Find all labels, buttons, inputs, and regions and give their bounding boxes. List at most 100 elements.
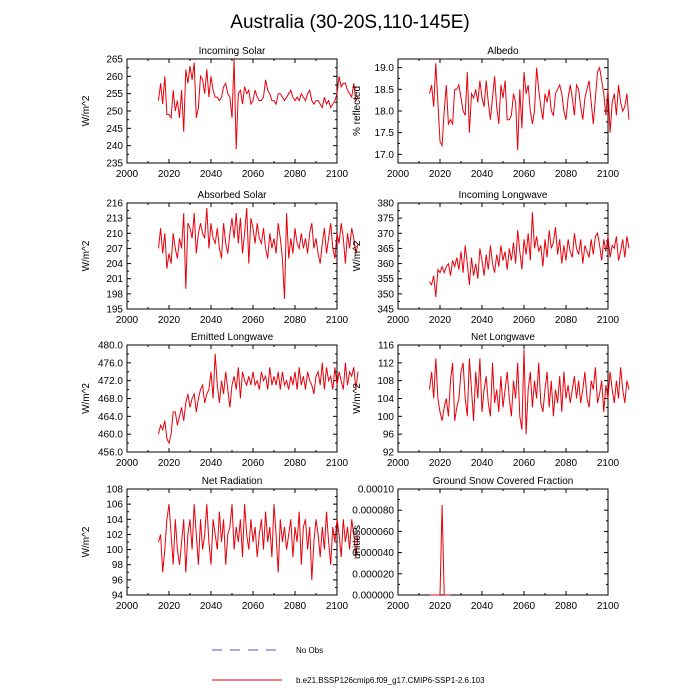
x-tick-label: 2080 [555, 315, 578, 326]
x-tick-label: 2100 [597, 458, 620, 469]
x-tick-label: 2100 [326, 315, 349, 326]
x-tick-label: 2080 [284, 169, 307, 180]
x-tick-label: 2080 [284, 458, 307, 469]
panel-title: Net Longwave [471, 332, 535, 343]
y-tick-label: 92 [383, 448, 395, 459]
x-tick-label: 2020 [158, 601, 181, 612]
y-tick-label: 19.0 [375, 63, 395, 74]
y-tick-label: 198 [106, 289, 123, 300]
x-tick-label: 2040 [200, 458, 223, 469]
y-tick-label: 250 [106, 107, 123, 118]
x-tick-label: 2040 [471, 169, 494, 180]
x-tick-label: 2000 [116, 458, 139, 469]
x-tick-label: 2020 [158, 315, 181, 326]
x-tick-label: 2000 [387, 169, 410, 180]
x-tick-label: 2100 [597, 601, 620, 612]
panel-title: Ground Snow Covered Fraction [433, 476, 574, 487]
y-tick-label: 96 [383, 430, 395, 441]
x-tick-label: 2060 [242, 458, 265, 469]
y-tick-label: 100 [377, 412, 394, 423]
y-tick-label: 104 [106, 515, 123, 526]
y-tick-label: 456.0 [98, 448, 123, 459]
y-tick-label: 0.000020 [352, 569, 394, 580]
series-line [158, 207, 359, 299]
x-tick-label: 2020 [158, 458, 181, 469]
y-tick-label: 472.0 [98, 376, 123, 387]
y-tick-label: 0.000000 [352, 591, 394, 602]
x-tick-label: 2100 [326, 169, 349, 180]
y-tick-label: 106 [106, 500, 123, 511]
y-tick-label: 204 [106, 259, 123, 270]
y-tick-label: 375 [377, 214, 394, 225]
x-tick-label: 2060 [242, 315, 265, 326]
y-tick-label: 360 [377, 259, 394, 270]
y-tick-label: 98 [112, 560, 124, 571]
y-tick-label: 355 [377, 274, 394, 285]
legend-model-label: b.e21.BSSP126cmip6.f09_g17.CMIP6-SSP1-2.… [296, 676, 485, 685]
x-tick-label: 2040 [200, 315, 223, 326]
y-tick-label: 464.0 [98, 412, 123, 423]
y-tick-label: 104 [377, 394, 394, 405]
y-tick-label: 108 [377, 376, 394, 387]
x-tick-label: 2100 [326, 601, 349, 612]
y-tick-label: 265 [106, 55, 123, 66]
y-tick-label: 476.0 [98, 358, 123, 369]
panel-title: Albedo [487, 46, 519, 57]
y-axis-label: unitless [352, 525, 363, 559]
x-tick-label: 2020 [158, 169, 181, 180]
x-tick-label: 2100 [597, 169, 620, 180]
panel-7: Net Radiation W/m^2 94 96 98 100 102 104 106 108 2… [81, 476, 359, 612]
x-tick-label: 2080 [555, 601, 578, 612]
y-tick-label: 468.0 [98, 394, 123, 405]
x-tick-label: 2100 [597, 315, 620, 326]
y-tick-label: 112 [378, 358, 394, 369]
y-tick-label: 0.00010 [358, 485, 395, 496]
y-tick-label: 94 [112, 591, 124, 602]
y-tick-label: 96 [112, 575, 124, 586]
y-tick-label: 213 [106, 214, 123, 225]
panel-title: Net Radiation [202, 476, 263, 487]
x-tick-label: 2020 [429, 169, 452, 180]
panel-4: Incoming Longwave W/m^2 345 350 355 360 365 370… [352, 190, 630, 326]
y-tick-label: 460.0 [98, 430, 123, 441]
x-tick-label: 2060 [242, 601, 265, 612]
y-tick-label: 201 [106, 274, 123, 285]
y-tick-label: 18.0 [375, 107, 395, 118]
y-tick-label: 216 [106, 199, 123, 210]
y-axis-label: W/m^2 [81, 240, 92, 271]
x-tick-label: 2000 [116, 169, 139, 180]
series-line [429, 63, 630, 151]
y-tick-label: 245 [106, 124, 123, 135]
y-tick-label: 370 [377, 229, 394, 240]
x-tick-label: 2000 [387, 601, 410, 612]
y-tick-label: 210 [106, 229, 123, 240]
y-tick-label: 195 [106, 305, 123, 316]
y-tick-label: 350 [377, 289, 394, 300]
x-tick-label: 2020 [429, 458, 452, 469]
y-axis-label: W/m^2 [81, 95, 92, 126]
y-axis-label: W/m^2 [352, 383, 363, 414]
series-line [158, 504, 359, 580]
x-tick-label: 2000 [387, 315, 410, 326]
series-line [429, 349, 630, 435]
y-tick-label: 0.000080 [352, 506, 394, 517]
plot-frame [397, 488, 609, 596]
x-tick-label: 2000 [116, 601, 139, 612]
panel-title: Emitted Longwave [191, 332, 274, 343]
y-axis-label: W/m^2 [81, 383, 92, 414]
x-tick-label: 2060 [513, 315, 536, 326]
y-tick-label: 18.5 [375, 85, 395, 96]
x-tick-label: 2000 [387, 458, 410, 469]
y-tick-label: 380 [377, 199, 394, 210]
x-tick-label: 2100 [326, 458, 349, 469]
x-tick-label: 2080 [284, 315, 307, 326]
y-tick-label: 0.000060 [352, 527, 394, 538]
panel-6: Net Longwave W/m^2 92 96 100 104 108 112 116 2000… [352, 332, 630, 469]
plot-frame [126, 344, 338, 453]
y-tick-label: 100 [106, 545, 123, 556]
series-line [158, 353, 359, 445]
x-tick-label: 2080 [555, 169, 578, 180]
y-axis-label: W/m^2 [81, 526, 92, 557]
panels-area: Incoming Solar W/m^2 235 240 245 250 255 260 265… [81, 46, 630, 612]
y-tick-label: 17.5 [375, 128, 395, 139]
